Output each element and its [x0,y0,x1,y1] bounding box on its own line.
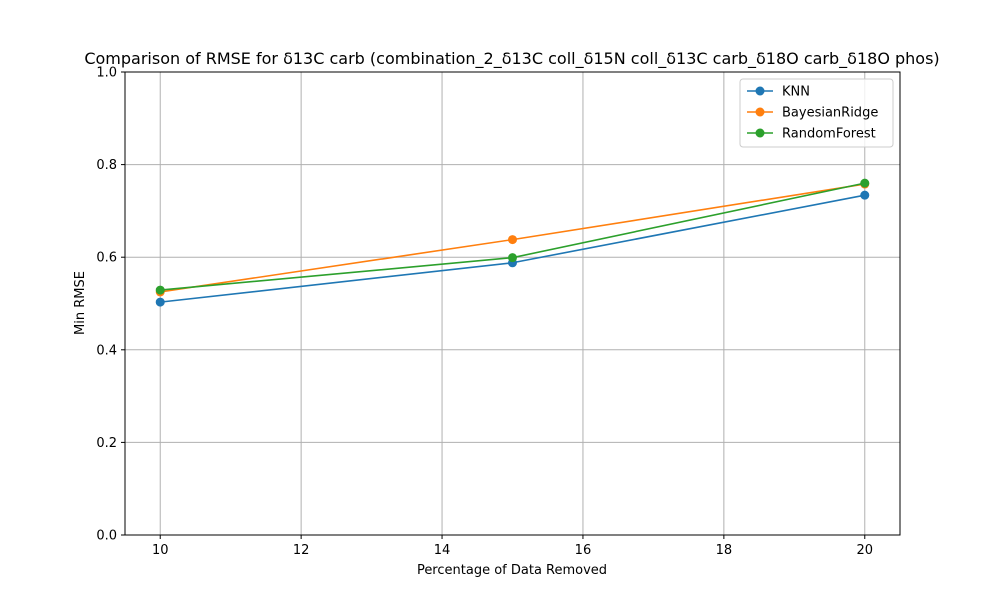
x-tick-label: 10 [152,543,169,558]
data-point-knn [155,297,165,307]
x-tick-label: 20 [856,543,873,558]
x-tick-label: 18 [716,543,733,558]
data-point-randomforest [860,178,870,188]
y-tick-label: 0.0 [96,529,117,544]
legend-label-randomforest: RandomForest [782,127,876,142]
x-axis-label: Percentage of Data Removed [417,563,607,578]
x-tick-label: 14 [434,543,451,558]
series-group [155,178,870,307]
ticks: 10 12 14 16 18 20 0.0 0.2 0.4 0.6 0.8 1.0 [96,66,873,559]
plot-frame [124,71,901,536]
y-tick-label: 0.4 [96,343,117,358]
data-point-bayesianridge [508,235,517,245]
data-point-knn [860,190,870,200]
data-point-randomforest [155,285,165,295]
x-tick-label: 16 [575,543,592,558]
legend: KNN BayesianRidge RandomForest [739,78,894,148]
legend-box [739,78,894,148]
y-axis-label: Min RMSE [73,271,88,335]
legend-label-knn: KNN [782,85,810,100]
legend-marker-randomforest [755,128,765,138]
y-tick-label: 0.2 [96,436,117,451]
data-point-randomforest [508,253,517,263]
y-tick-label: 1.0 [96,66,117,81]
y-tick-label: 0.6 [96,251,117,266]
y-tick-label: 0.8 [96,158,117,173]
legend-marker-bayesianridge [755,107,765,117]
series-line-knn [160,194,865,303]
legend-label-bayesianridge: BayesianRidge [782,106,878,121]
legend-marker-knn [755,86,765,96]
chart-title: Comparison of RMSE for δ13C carb (combin… [84,49,939,69]
x-tick-label: 12 [293,543,310,558]
